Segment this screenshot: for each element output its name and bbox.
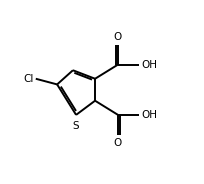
Text: S: S — [73, 121, 79, 131]
Text: OH: OH — [142, 110, 158, 120]
Text: Cl: Cl — [23, 74, 33, 84]
Text: O: O — [114, 138, 122, 148]
Text: O: O — [114, 32, 122, 42]
Text: OH: OH — [142, 60, 158, 70]
